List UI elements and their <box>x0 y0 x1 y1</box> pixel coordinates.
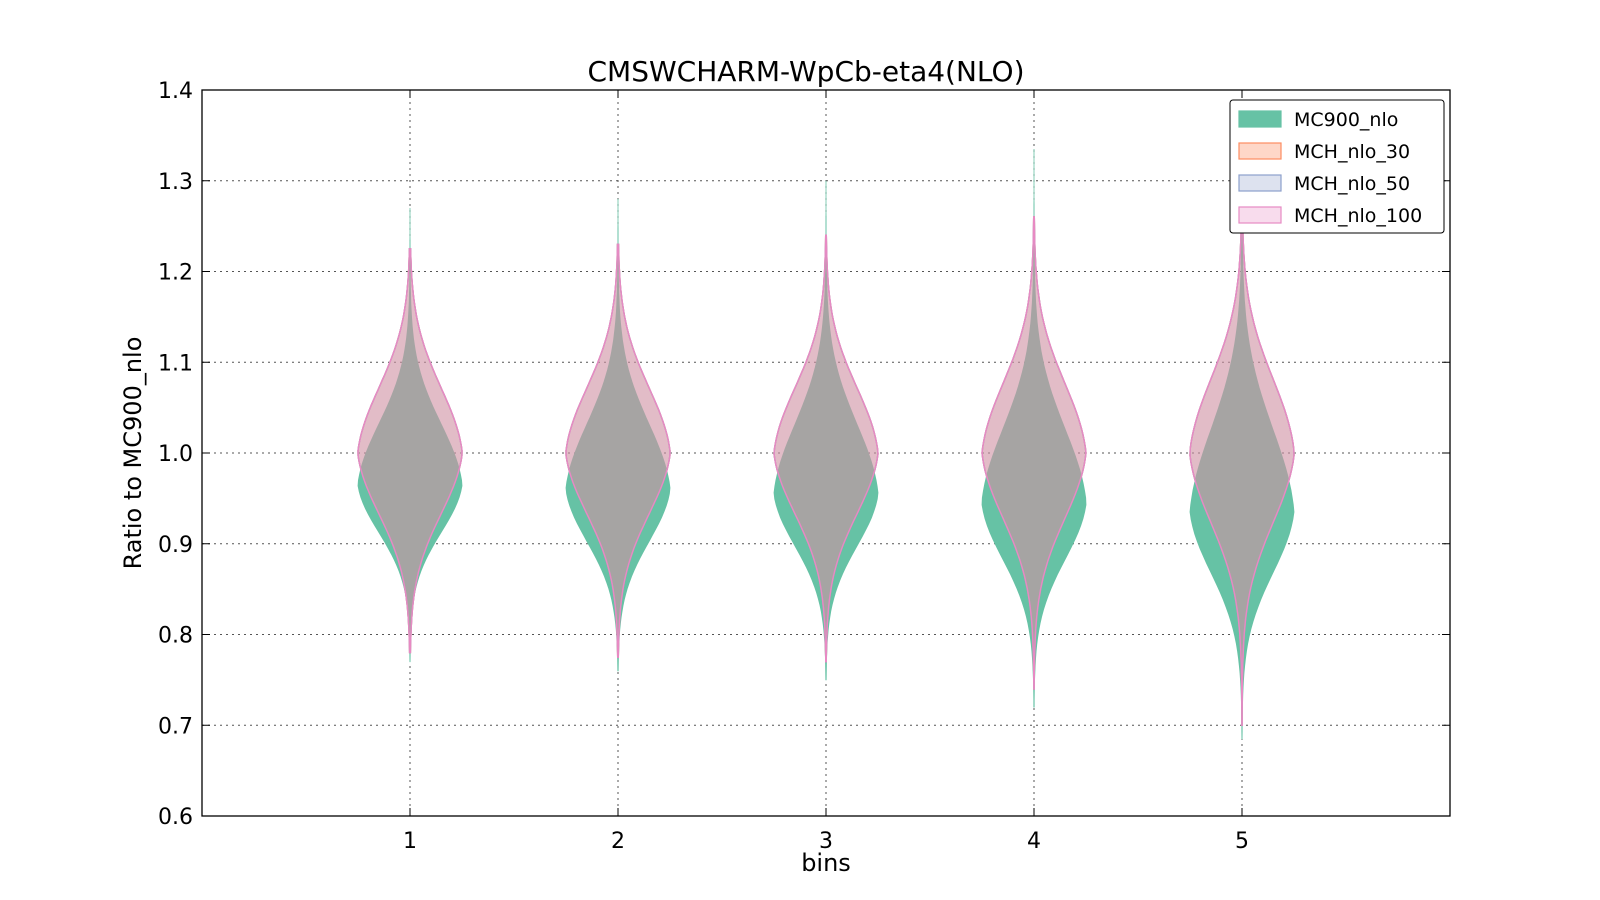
axis-ticks: 0.6 0.7 0.8 0.9 1.0 1.1 1.2 1.3 1.4 1 2 3 4 5 <box>158 79 1450 854</box>
x-tick-label: 3 <box>819 829 833 854</box>
y-tick-label: 0.6 <box>158 805 193 830</box>
series-MC900_nlo <box>357 149 1295 740</box>
y-tick-label: 0.7 <box>158 714 193 739</box>
x-tick-label: 5 <box>1235 829 1249 854</box>
y-tick-label: 0.9 <box>158 533 193 558</box>
violin-MC900_nlo-bin-2 <box>565 198 671 672</box>
legend-swatch-MCH_nlo_50 <box>1238 174 1282 192</box>
violins <box>357 149 1295 740</box>
x-tick-label: 2 <box>611 829 625 854</box>
y-tick-label: 1.2 <box>158 261 193 286</box>
legend-swatch-MCH_nlo_100 <box>1238 206 1282 224</box>
y-tick-label: 1.1 <box>158 351 193 376</box>
x-axis-label: bins <box>801 849 851 877</box>
y-tick-label: 0.8 <box>158 624 193 649</box>
y-axis-label: Ratio to MC900_nlo <box>119 337 147 570</box>
violin-MC900_nlo-bin-3 <box>773 180 879 681</box>
violin-MCH_nlo_100-bin-3 <box>773 234 879 663</box>
x-tick-label: 1 <box>403 829 417 854</box>
violin-MCH_nlo_100-bin-4 <box>981 216 1087 690</box>
y-tick-label: 1.4 <box>158 79 193 104</box>
y-tick-label: 1.3 <box>158 170 193 195</box>
legend: MC900_nlo MCH_nlo_30 MCH_nlo_50 MCH_nlo_100 <box>1229 99 1445 234</box>
violin-MC900_nlo-bin-4 <box>981 149 1087 708</box>
violin-MCH_nlo_100-bin-2 <box>565 243 671 658</box>
legend-swatch-MCH_nlo_30 <box>1238 142 1282 160</box>
legend-box <box>1229 99 1445 234</box>
legend-label-MCH_nlo_100: MCH_nlo_100 <box>1294 205 1422 227</box>
violin-MC900_nlo-bin-1 <box>357 208 463 663</box>
violin-MCH_nlo_100-bin-1 <box>357 248 463 654</box>
legend-label-MCH_nlo_50: MCH_nlo_50 <box>1294 173 1410 195</box>
legend-label-MCH_nlo_30: MCH_nlo_30 <box>1294 141 1410 163</box>
x-tick-label: 4 <box>1027 829 1041 854</box>
legend-label-MC900_nlo: MC900_nlo <box>1294 109 1398 131</box>
legend-swatch-MC900_nlo <box>1238 110 1282 128</box>
y-tick-label: 1.0 <box>158 442 193 467</box>
chart-title: CMSWCHARM-WpCb-eta4(NLO) <box>587 55 1024 88</box>
